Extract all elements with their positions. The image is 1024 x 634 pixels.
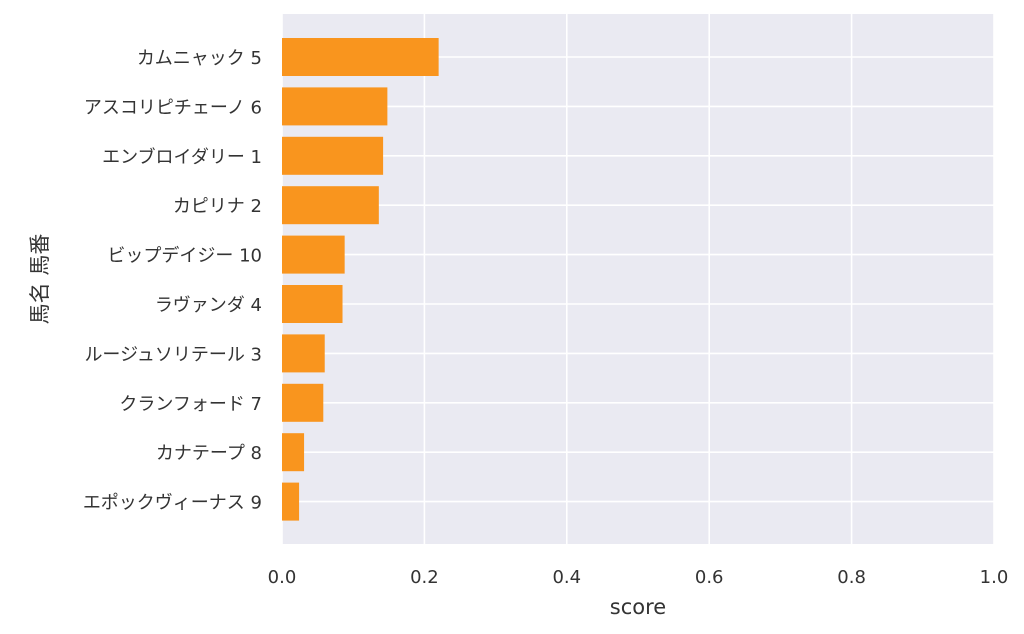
x-tick-label: 0.6 [695,567,724,588]
y-tick-label: カナテープ 8 [156,443,262,464]
bar [282,87,388,126]
bar [282,383,324,422]
y-tick-label: アスコリピチェーノ 6 [84,97,262,118]
bar [282,334,325,373]
y-axis-title: 馬名 馬番 [28,234,52,325]
y-tick-label: ルージュソリテール 3 [84,344,262,365]
bar [282,433,305,472]
x-tick-label: 0.8 [837,567,866,588]
bar [282,136,384,175]
x-axis-title: score [610,595,666,619]
y-tick-label: エンブロイダリー 1 [102,146,262,168]
bar [282,38,439,76]
y-tick-label: ビップデイジー 10 [107,246,262,267]
y-tick-labels: カムニャック 5 アスコリピチェーノ 6 エンブロイダリー 1 カピリナ 2 ビップデイ… [83,48,262,514]
bar [282,482,300,521]
y-tick-label: エポックヴィーナス 9 [83,493,262,514]
bars [282,38,439,521]
x-tick-label: 0.4 [552,567,581,588]
y-tick-label: カピリナ 2 [173,196,262,217]
x-tick-label: 1.0 [980,567,1009,588]
x-tick-label: 0.2 [410,567,439,588]
bar [282,186,379,225]
y-tick-label: カムニャック 5 [137,48,262,69]
x-tick-labels: 0.0 0.2 0.4 0.6 0.8 1.0 [268,567,1009,588]
x-tick-label: 0.0 [268,567,297,588]
bar [282,235,345,274]
y-tick-label: クランフォード 7 [119,394,262,415]
y-tick-label: ラヴァンダ 4 [155,295,262,316]
plot-area [282,14,994,544]
bar [282,285,343,323]
